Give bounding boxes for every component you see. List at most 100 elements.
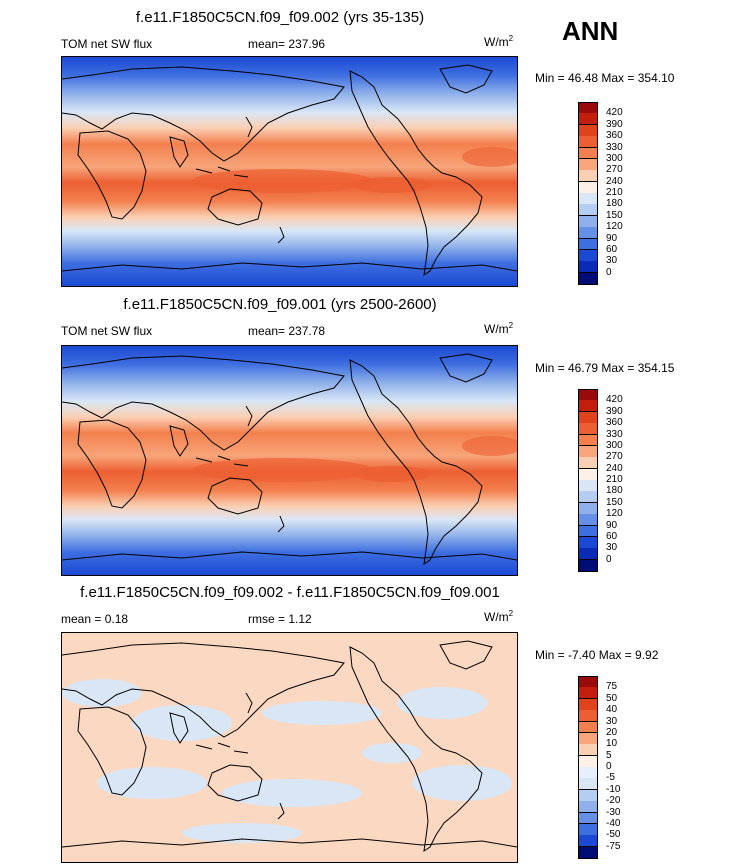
panel-3-units: W/m2 (484, 609, 514, 625)
colorbar-swatch (578, 136, 598, 148)
colorbar-tick-label: 5 (606, 749, 612, 761)
colorbar-tick-label: 30 (606, 715, 618, 727)
colorbar-tick-label: 10 (606, 738, 618, 750)
colorbar-swatch (578, 812, 598, 825)
colorbar-tick-label: 90 (606, 519, 618, 531)
colorbar-swatch (578, 102, 598, 114)
colorbar-swatch (578, 170, 598, 183)
panel-2-units: W/m2 (484, 321, 514, 337)
panel-2-left-label: TOM net SW flux (61, 324, 153, 338)
colorbar-tick-label: 240 (606, 175, 623, 187)
colorbar-tick-label: 330 (606, 428, 623, 440)
colorbar-swatch (578, 744, 598, 757)
colorbar-tick-label: 120 (606, 508, 623, 520)
colorbar-swatch (578, 261, 598, 274)
colorbar-swatch (578, 676, 598, 688)
colorbar-tick-label: 390 (606, 118, 623, 130)
colorbar-tick-label: -75 (606, 840, 621, 852)
colorbar-swatch (578, 548, 598, 561)
colorbar-tick-label: -50 (606, 829, 621, 841)
colorbar-tick-label: 360 (606, 417, 623, 429)
colorbar-swatch (578, 445, 598, 458)
colorbar-swatch (578, 238, 598, 251)
colorbar-tick-label: 300 (606, 152, 623, 164)
colorbar-swatch (578, 755, 598, 768)
colorbar-swatch (578, 411, 598, 424)
colorbar-tick-label: -40 (606, 817, 621, 829)
colorbar-swatch (578, 525, 598, 538)
colorbar-swatch (578, 789, 598, 802)
colorbar-swatch (578, 400, 598, 413)
colorbar-swatch (578, 215, 598, 228)
colorbar-tick-label: 40 (606, 704, 618, 716)
colorbar-tick-label: 270 (606, 164, 623, 176)
panel-1-units: W/m2 (484, 34, 514, 50)
season-label: ANN (562, 16, 619, 46)
colorbar-tick-label: 360 (606, 130, 623, 142)
panel-2-minmax: Min = 46.79 Max = 354.15 (535, 361, 675, 375)
colorbar-tick-label: 30 (606, 542, 618, 554)
colorbar-swatch (578, 457, 598, 470)
colorbar-swatch (578, 468, 598, 481)
colorbar-swatch (578, 147, 598, 160)
colorbar-swatch (578, 721, 598, 734)
colorbar-tick-label: 420 (606, 107, 623, 119)
panel-2-title: f.e11.F1850C5CN.f09_f09.001 (yrs 2500-26… (123, 296, 437, 313)
colorbar-tick-label: 150 (606, 496, 623, 508)
colorbar-tick-label: 210 (606, 187, 623, 198)
panel-3-rmse: rmse = 1.12 (248, 612, 312, 626)
colorbar-tick-label: 300 (606, 439, 623, 451)
panel-2-map (61, 345, 518, 576)
panel-1-colorbar: 420 390 360 330 300 270 240 210 180 150 120 90 60 30 0 (578, 102, 638, 285)
panel-1-mean: mean= 237.96 (248, 37, 326, 51)
colorbar-swatch (578, 491, 598, 504)
colorbar-swatch (578, 124, 598, 137)
colorbar-swatch (578, 502, 598, 515)
colorbar-swatch (578, 181, 598, 194)
colorbar-swatch (578, 835, 598, 848)
colorbar-swatch (578, 687, 598, 700)
colorbar-tick-label: -30 (606, 806, 621, 818)
colorbar-swatch (578, 227, 598, 239)
colorbar-swatch (578, 204, 598, 217)
panel-3-title: f.e11.F1850C5CN.f09_f09.002 - f.e11.F185… (80, 584, 500, 601)
panel-1-left-label: TOM net SW flux (61, 37, 153, 51)
colorbar-swatch (578, 113, 598, 126)
colorbar-swatch (578, 823, 598, 836)
colorbar-swatch (578, 559, 598, 572)
panel-2-mean: mean= 237.78 (248, 324, 326, 338)
panel-1-minmax: Min = 46.48 Max = 354.10 (535, 71, 675, 85)
colorbar-swatch (578, 423, 598, 435)
colorbar-swatch (578, 846, 598, 859)
colorbar-tick-label: 60 (606, 530, 618, 542)
colorbar-swatch (578, 536, 598, 549)
colorbar-swatch (578, 434, 598, 447)
colorbar-tick-label: 390 (606, 405, 623, 417)
colorbar-swatch (578, 158, 598, 171)
colorbar-swatch (578, 698, 598, 711)
colorbar-tick-label: 120 (606, 221, 623, 233)
panel-1-map (61, 56, 518, 287)
panel-1-title: f.e11.F1850C5CN.f09_f09.002 (yrs 35-135) (135, 9, 425, 26)
colorbar-swatch (578, 778, 598, 791)
colorbar-tick-label: 270 (606, 451, 623, 463)
colorbar-tick-label: 180 (606, 198, 623, 210)
colorbar-tick-label: 420 (606, 394, 623, 406)
colorbar-swatch (578, 767, 598, 779)
colorbar-swatch (578, 249, 598, 262)
panel-3-minmax: Min = -7.40 Max = 9.92 (535, 648, 659, 662)
panel-3-map (61, 632, 518, 863)
colorbar-tick-label: 50 (606, 692, 618, 704)
panel-3-colorbar: 75 50 40 30 20 10 5 0 -5 -10 -20 -30 -40 -50 -75 (578, 676, 638, 859)
panel-2-colorbar: 420 390 360 330 300 270 240 210 180 150 120 90 60 30 0 (578, 389, 638, 572)
panel-3-mean: mean = 0.18 (61, 612, 129, 626)
colorbar-swatch (578, 732, 598, 745)
colorbar-swatch (578, 193, 598, 205)
colorbar-tick-label: 90 (606, 232, 618, 244)
colorbar-tick-label: 210 (606, 474, 623, 485)
colorbar-swatch (578, 514, 598, 526)
colorbar-swatch (578, 389, 598, 401)
colorbar-tick-label: 30 (606, 255, 618, 267)
colorbar-tick-label: 0 (606, 761, 612, 772)
colorbar-tick-label: 60 (606, 243, 618, 255)
